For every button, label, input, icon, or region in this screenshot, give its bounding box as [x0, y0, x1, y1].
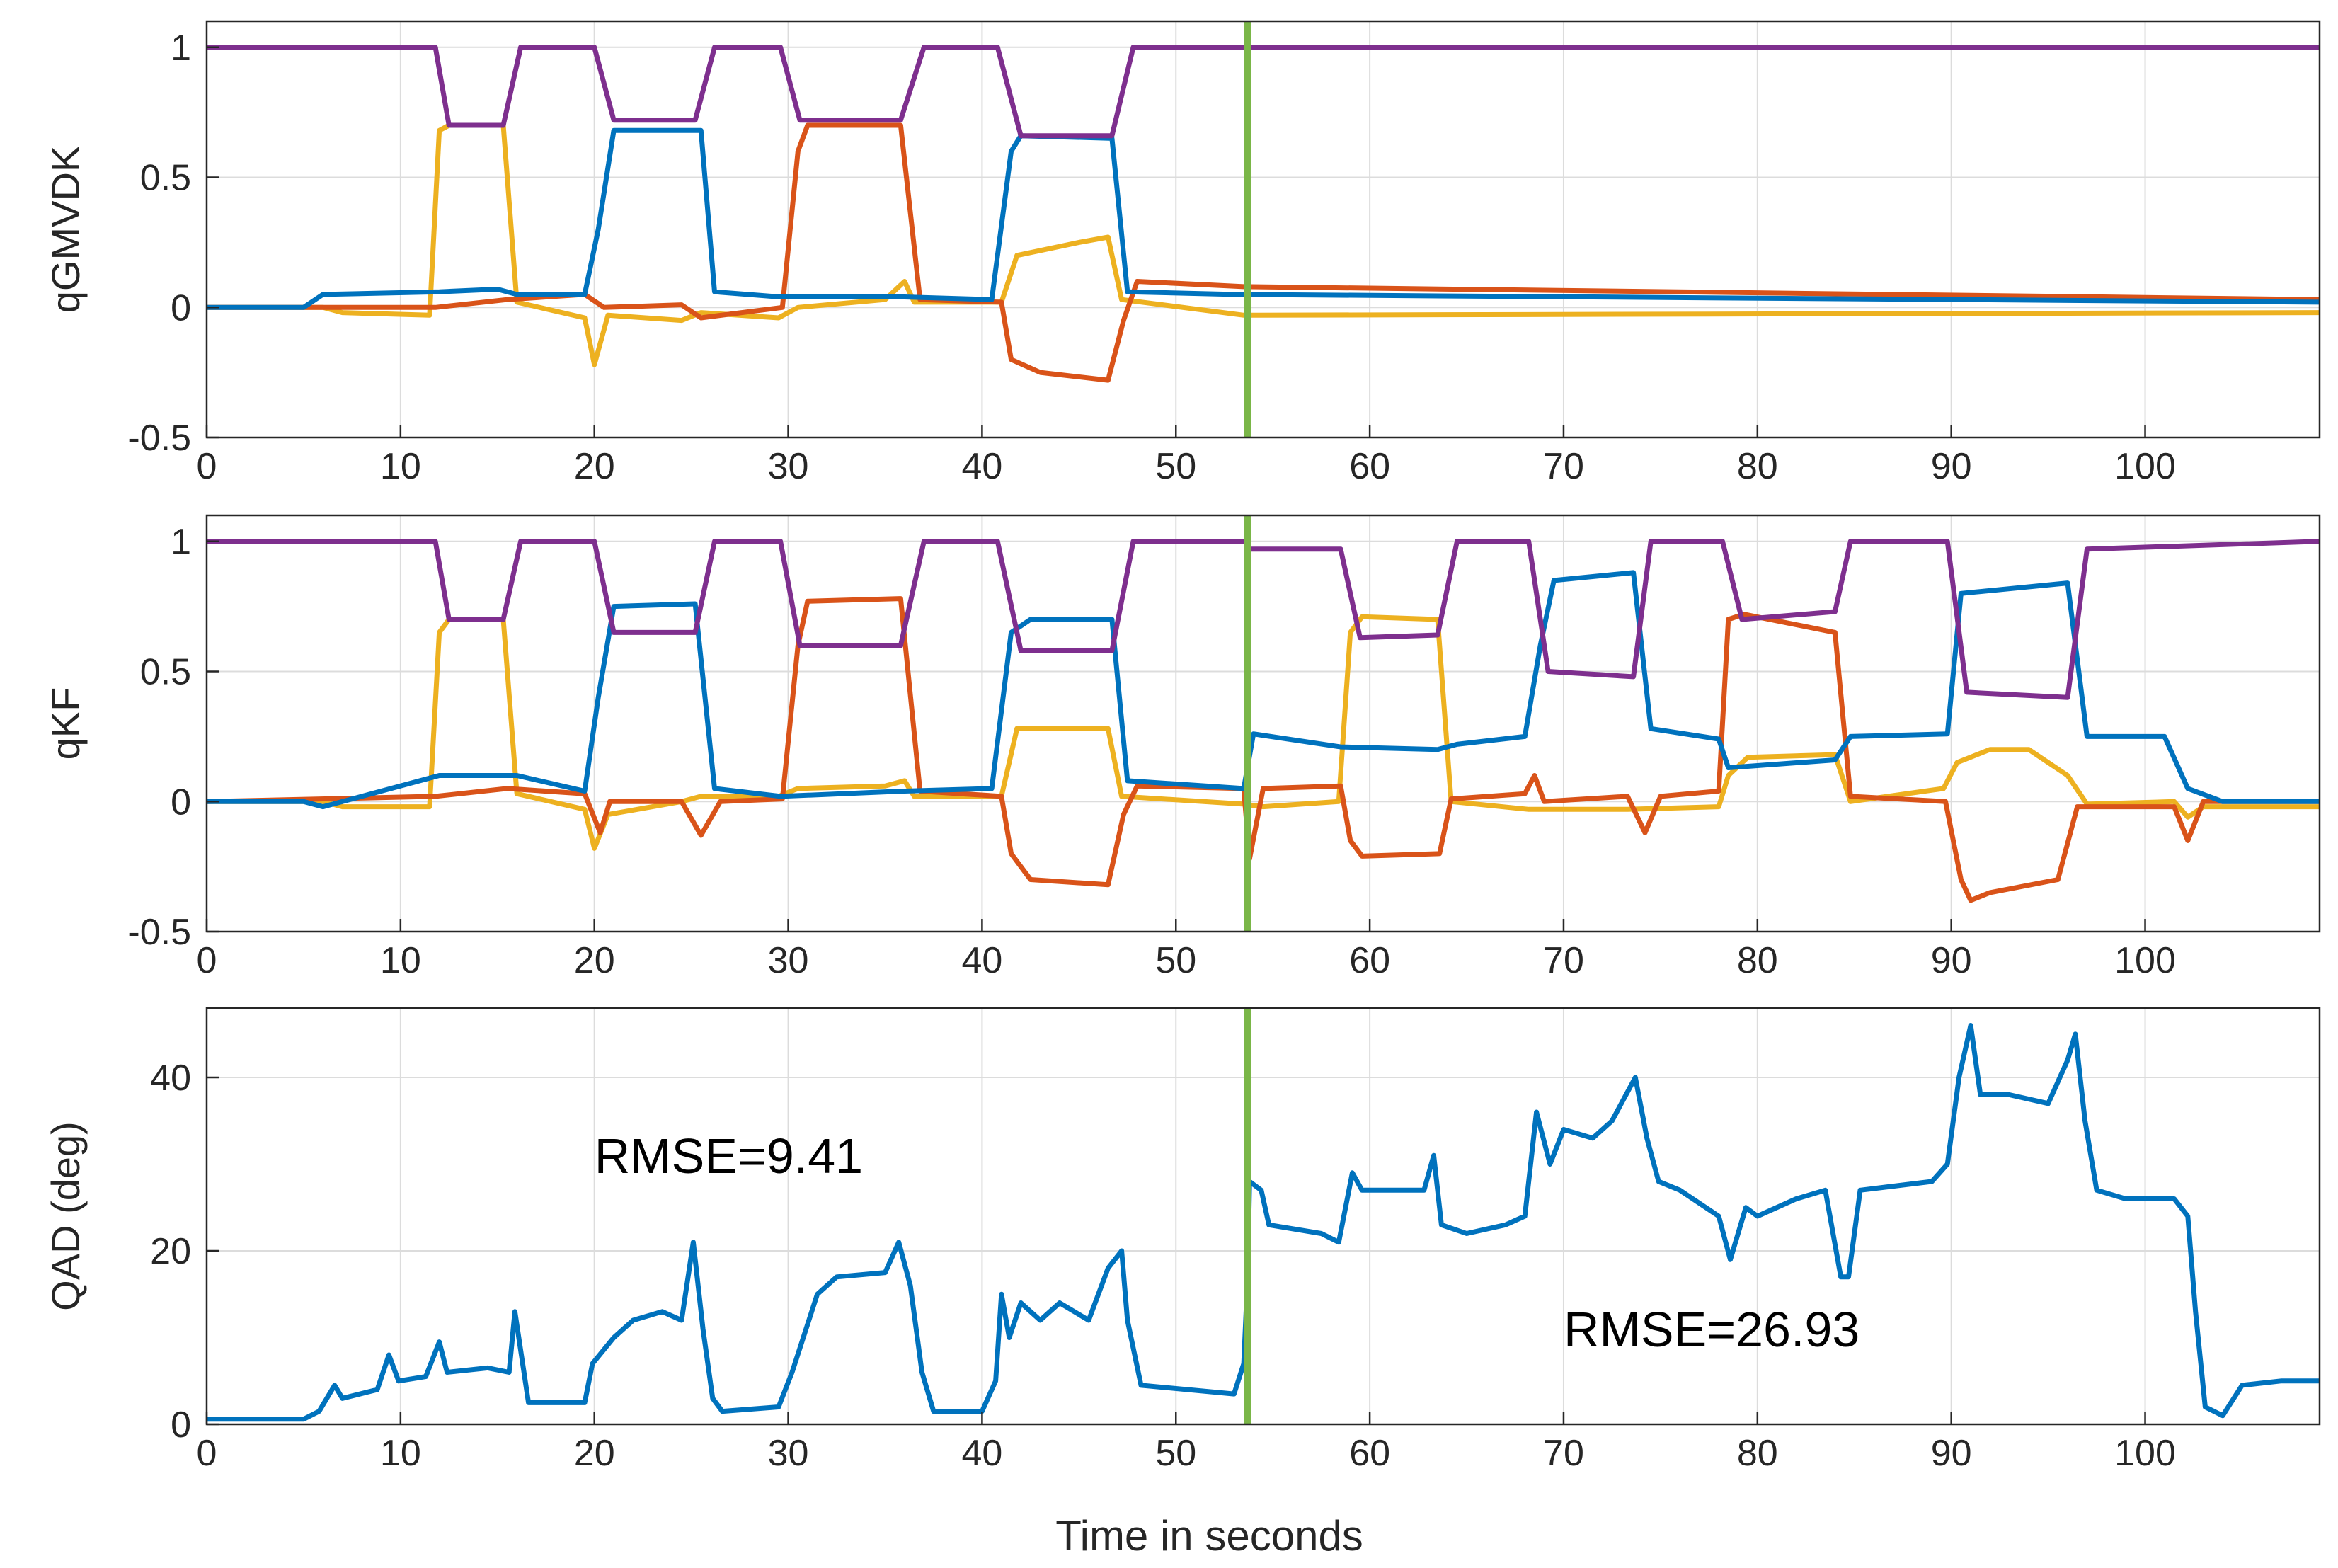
x-tick-label: 70 [1543, 1433, 1584, 1474]
series-group [207, 45, 2320, 383]
series-line-q4 [207, 122, 2320, 367]
x-tick-label: 40 [961, 446, 1002, 487]
x-tick-label: 90 [1931, 1433, 1972, 1474]
series-line-q4 [207, 614, 2320, 851]
axes-box [205, 514, 2321, 933]
x-tick-label: 50 [1155, 940, 1196, 981]
x-tick-label: 60 [1349, 940, 1390, 981]
axes-box [205, 20, 2321, 439]
y-tick-label: 0 [171, 287, 191, 328]
y-tick-label: 0.5 [140, 652, 191, 693]
x-tick-label: 0 [197, 940, 217, 981]
x-tick-label: 40 [961, 1433, 1002, 1474]
x-tick-label: 100 [2114, 940, 2176, 981]
subplot-3: 0 10 20 30 40 50 60 70 80 90 100 0 20 40 QAD (deg) RMSE… [43, 1007, 2321, 1474]
x-tick-label: 0 [197, 446, 217, 487]
rmse-annotation: RMSE=26.93 [1564, 1302, 1859, 1357]
y-tick-label: 0.5 [140, 158, 191, 199]
series-line-q3 [207, 596, 2320, 903]
y-tick-label: 0 [171, 782, 191, 823]
x-tick-label: 20 [574, 446, 615, 487]
x-tick-label: 70 [1543, 446, 1584, 487]
y-tick-label: 1 [171, 522, 191, 563]
x-tick-label: 100 [2114, 1433, 2176, 1474]
x-tick-label: 60 [1349, 1433, 1390, 1474]
x-tick-label: 70 [1543, 940, 1584, 981]
series-line-q3 [207, 122, 2320, 383]
y-tick-label: 40 [150, 1058, 191, 1099]
series-line-q1 [207, 45, 2320, 139]
x-tick-label: 0 [197, 1433, 217, 1474]
x-tick-label: 30 [768, 1433, 809, 1474]
x-tick-label: 20 [574, 940, 615, 981]
y-axis-label: qGMVDK [43, 146, 88, 314]
y-tick-label: -0.5 [127, 912, 191, 953]
rmse-annotation: RMSE=9.41 [595, 1128, 863, 1184]
x-tick-label: 80 [1737, 446, 1778, 487]
plot-area [207, 515, 2320, 932]
x-tick-label: 60 [1349, 446, 1390, 487]
x-tick-label: 10 [380, 940, 421, 981]
x-tick-label: 20 [574, 1433, 615, 1474]
x-tick-label: 10 [380, 446, 421, 487]
x-tick-label: 100 [2114, 446, 2176, 487]
x-tick-label: 30 [768, 446, 809, 487]
y-tick-label: -0.5 [127, 418, 191, 459]
y-axis-label: qKF [43, 687, 88, 760]
series-line-q2 [207, 570, 2320, 810]
x-tick-label: 80 [1737, 940, 1778, 981]
x-tick-label: 80 [1737, 1433, 1778, 1474]
x-tick-label: 50 [1155, 1433, 1196, 1474]
y-tick-label: 0 [171, 1404, 191, 1446]
x-tick-label: 90 [1931, 940, 1972, 981]
x-tick-label: 90 [1931, 446, 1972, 487]
y-tick-label: 20 [150, 1231, 191, 1272]
y-axis-label: QAD (deg) [43, 1121, 88, 1311]
plot-area [207, 21, 2320, 437]
y-tick-label: 1 [171, 28, 191, 69]
x-tick-label: 10 [380, 1433, 421, 1474]
x-tick-label: 30 [768, 940, 809, 981]
x-tick-label: 50 [1155, 446, 1196, 487]
x-axis-label: Time in seconds [1055, 1512, 1363, 1560]
axes-box [205, 1007, 2321, 1426]
x-tick-label: 40 [961, 940, 1002, 981]
